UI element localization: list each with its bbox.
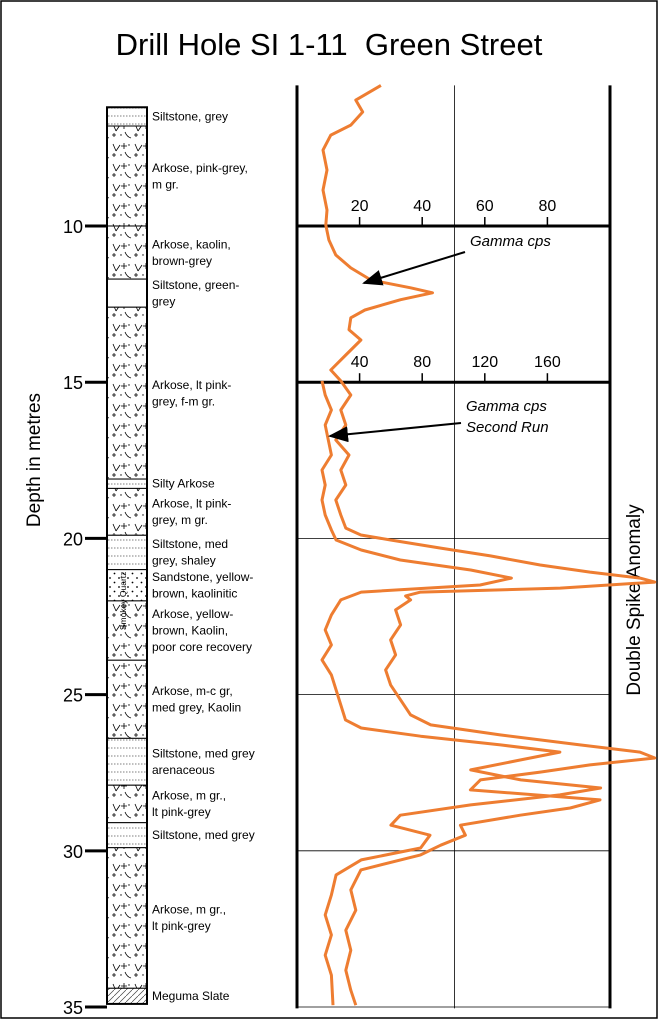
lithology-label: grey, shaley xyxy=(152,554,216,568)
lithology-interval xyxy=(106,125,148,227)
curve-label: Second Run xyxy=(466,419,549,436)
lithology-label: m gr. xyxy=(152,177,179,191)
lithology-label: Siltstone, grey xyxy=(152,110,228,124)
y-tick-label: 30 xyxy=(63,842,83,862)
lithology-label: Arkose, pink-grey, xyxy=(152,161,248,175)
x-tick-label: 20 xyxy=(351,198,369,215)
x-tick-label: 120 xyxy=(471,354,498,371)
lithology-label: Arkose, lt pink- xyxy=(152,378,231,392)
lithology-label: Sandstone, yellow- xyxy=(152,570,253,584)
lithology-interval xyxy=(106,847,148,989)
x-tick-label: 80 xyxy=(413,354,431,371)
x-tick-label: 60 xyxy=(476,198,494,215)
lithology-interval xyxy=(106,106,148,127)
lithology-label: grey xyxy=(152,294,175,308)
lithology-interval xyxy=(106,534,148,571)
lithology-label: Siltstone, med xyxy=(152,537,228,551)
lithology-label: lt pink-grey xyxy=(152,805,211,819)
column-frame xyxy=(106,106,148,1005)
lithology-interval xyxy=(106,659,148,739)
lithology-label: Arkose, m gr., xyxy=(152,789,226,803)
side-label: Double Spike Anomaly xyxy=(624,504,645,696)
curve-label: Gamma cps xyxy=(470,233,551,250)
lithology-label: Arkose, m gr., xyxy=(152,903,226,917)
curve-arrow xyxy=(362,251,466,286)
lithology-label: Arkose, lt pink- xyxy=(152,497,231,511)
lithology-label: arenaceous xyxy=(152,763,215,777)
lithology-label: brown-grey xyxy=(152,254,212,268)
lithology-label: brown, kaolinitic xyxy=(152,587,237,601)
lithology-label: poor core recovery xyxy=(152,640,252,654)
lithology-interval xyxy=(106,478,148,489)
column-label: Smokey Quartz xyxy=(118,572,128,631)
chart-title: Drill Hole SI 1-11 Green Street xyxy=(116,27,543,62)
x-tick-label: 80 xyxy=(539,198,557,215)
x-tick-label: 40 xyxy=(413,198,431,215)
x-tick-label: 40 xyxy=(351,354,369,371)
lithology-label: med grey, Kaolin xyxy=(152,701,241,715)
lithology-interval xyxy=(106,987,148,1005)
lithology-label: Arkose, yellow- xyxy=(152,607,233,621)
y-tick-label: 10 xyxy=(63,217,83,237)
lithology-interval xyxy=(106,737,148,786)
lithology-label: brown, Kaolin, xyxy=(152,624,228,638)
lithology-label: Arkose, m-c gr, xyxy=(152,684,233,698)
y-axis-label: Depth in metres xyxy=(24,393,45,527)
curve-label: Gamma cps xyxy=(466,398,547,415)
lithology-label: Siltstone, med grey xyxy=(152,828,255,842)
lithology-label: grey, m gr. xyxy=(152,513,208,527)
lithology-interval xyxy=(106,306,148,480)
lithology-interval xyxy=(106,278,148,308)
lithology-label: Siltstone, green- xyxy=(152,278,239,292)
plot: Siltstone, grey Arkose, pink-grey, m gr. Ar… xyxy=(63,84,657,1018)
lithology-interval xyxy=(106,487,148,536)
lithology-label: Arkose, kaolin, xyxy=(152,237,231,251)
curve-arrow xyxy=(328,422,462,443)
lithology-interval xyxy=(106,225,148,280)
y-tick-label: 35 xyxy=(63,998,83,1018)
y-tick-label: 25 xyxy=(63,686,83,706)
lithology-label: lt pink-grey xyxy=(152,919,211,933)
gamma-curve xyxy=(320,380,603,1006)
lithology-label: Siltstone, med grey xyxy=(152,747,255,761)
lithology-label: Meguma Slate xyxy=(152,989,230,1003)
lithology-label: grey, f-m gr. xyxy=(152,394,215,408)
y-tick-label: 15 xyxy=(63,373,83,393)
lithology-interval xyxy=(106,822,148,849)
lithology-label: Silty Arkose xyxy=(152,477,215,491)
y-tick-label: 20 xyxy=(63,529,83,549)
x-tick-label: 160 xyxy=(534,354,561,371)
lithology-interval xyxy=(106,784,148,824)
